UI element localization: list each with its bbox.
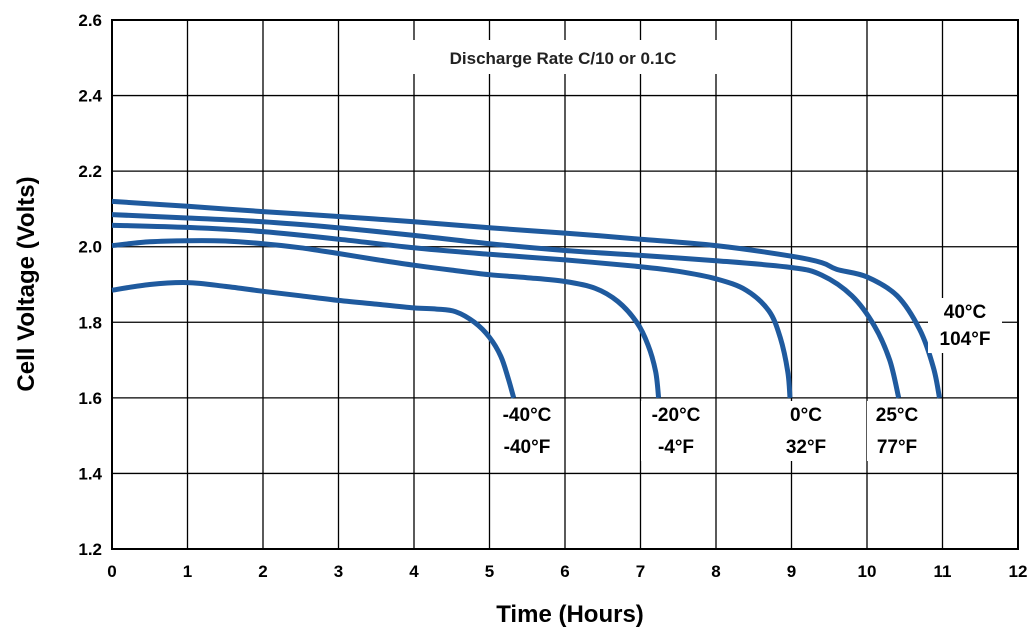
x-tick-label: 5 [485, 562, 494, 581]
y-tick-label: 2.6 [78, 11, 102, 30]
series-line-4 [111, 198, 942, 399]
series-label-background [641, 401, 711, 461]
y-tick-label: 1.8 [78, 313, 102, 332]
series-label-background [492, 401, 562, 461]
series-line-3 [111, 212, 902, 399]
y-tick-label: 1.4 [78, 464, 102, 483]
x-tick-label: 0 [107, 562, 116, 581]
x-tick-label: 7 [636, 562, 645, 581]
x-tick-label: 9 [787, 562, 796, 581]
x-tick-label: 10 [858, 562, 877, 581]
y-tick-label: 2.4 [78, 87, 102, 106]
series-label-background [928, 298, 1002, 353]
series-label-background [776, 401, 836, 461]
series-lines [111, 198, 942, 399]
series-label-background [867, 401, 927, 461]
x-tick-label: 6 [560, 562, 569, 581]
x-tick-label: 8 [711, 562, 720, 581]
x-tick-label: 3 [334, 562, 343, 581]
series-label-4-line-0: 40°C [944, 302, 987, 323]
series-label-4-line-1: 104°F [940, 329, 991, 350]
y-tick-labels: 1.2 1.4 1.6 1.8 2.0 2.2 2.4 2.6 [78, 11, 102, 559]
x-tick-label: 12 [1009, 562, 1028, 581]
series-label-0-line-1: -40°F [504, 437, 551, 458]
y-tick-label: 2.0 [78, 238, 102, 257]
title-background [396, 40, 730, 74]
grid [111, 19, 1019, 550]
x-axis-label: Time (Hours) [496, 601, 644, 628]
series-line-1 [111, 238, 662, 399]
series-label-0-line-0: -40°C [503, 405, 552, 426]
series-label-1-line-1: -4°F [658, 437, 694, 458]
x-tick-label: 4 [409, 562, 419, 581]
series-line-2 [111, 222, 793, 399]
series-label-2-line-1: 32°F [786, 437, 826, 458]
chart-title: Discharge Rate C/10 or 0.1C [450, 49, 677, 68]
y-tick-label: 2.2 [78, 162, 102, 181]
y-tick-label: 1.2 [78, 540, 102, 559]
series-line-0 [111, 280, 517, 399]
x-tick-labels: 0 1 2 3 4 5 6 7 8 9 10 11 12 [107, 562, 1027, 581]
series-label-1-line-0: -20°C [652, 405, 701, 426]
series-label-3-line-1: 77°F [877, 437, 917, 458]
plot-frame [111, 19, 1019, 550]
x-tick-label: 1 [183, 562, 192, 581]
y-axis-label: Cell Voltage (Volts) [13, 176, 40, 391]
x-tick-label: 2 [258, 562, 267, 581]
y-tick-label: 1.6 [78, 389, 102, 408]
series-label-2-line-0: 0°C [790, 405, 822, 426]
series-label-3-line-0: 25°C [876, 405, 919, 426]
series-labels: -40°C -40°F -20°C -4°F 0°C 32°F 25°C 77°F 40°C 10… [492, 298, 1002, 461]
x-tick-label: 11 [934, 562, 952, 581]
